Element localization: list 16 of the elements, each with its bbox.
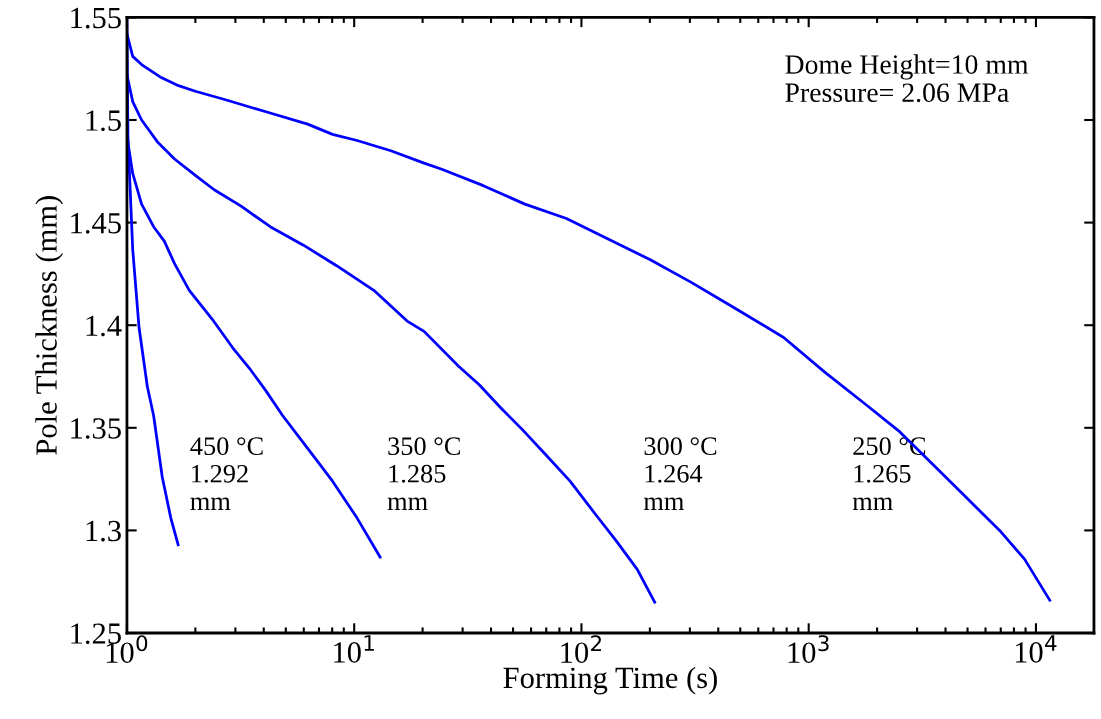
x-tick-label: 10$^{1}$ bbox=[334, 635, 374, 663]
y-tick-label: 1.5 bbox=[86, 110, 121, 132]
y-tick-label: 1.4 bbox=[86, 315, 122, 337]
annotation: 450 °C 1.292 mm bbox=[190, 437, 263, 510]
y-tick-label: 1.3 bbox=[86, 520, 121, 542]
x-axis-title: Forming Time (s) bbox=[503, 666, 717, 695]
annotation: 300 °C 1.264 mm bbox=[643, 437, 717, 510]
x-tick-label: 10$^{3}$ bbox=[788, 635, 829, 664]
x-tick-label: 10$^{2}$ bbox=[561, 635, 601, 664]
y-tick-label: 1.55 bbox=[71, 7, 121, 29]
annotation: 350 °C 1.285 mm bbox=[387, 437, 460, 510]
y-tick-label: 1.45 bbox=[71, 213, 121, 234]
y-axis-title: Pole Thickness (mm) bbox=[35, 196, 64, 455]
y-tick-label: 1.35 bbox=[71, 418, 121, 439]
x-tick-label: 10$^{4}$ bbox=[1015, 635, 1057, 663]
annotation: Dome Height=10 mm Pressure= 2.06 MPa bbox=[785, 54, 1029, 103]
